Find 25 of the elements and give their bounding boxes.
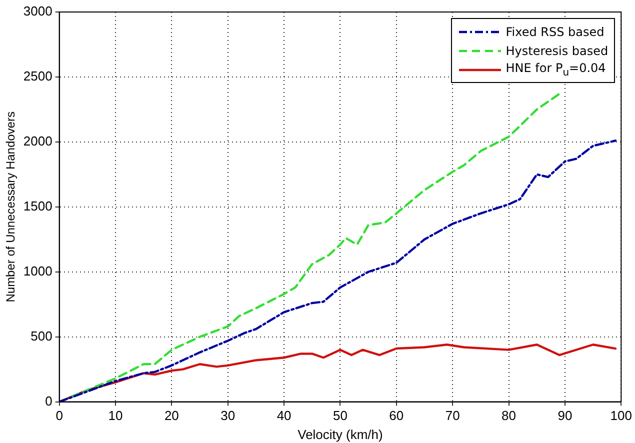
y-tick-label: 1000 xyxy=(23,263,52,278)
legend-label: Hysteresis based xyxy=(506,44,608,58)
line-series xyxy=(59,92,560,402)
y-tick-label: 3000 xyxy=(23,4,52,19)
legend-label: Fixed RSS based xyxy=(506,24,604,38)
line-series xyxy=(59,140,617,402)
x-axis-title: Velocity (km/h) xyxy=(298,426,383,442)
y-axis-title: Number of Unnecessary Handovers xyxy=(4,112,18,302)
x-tick-label: 100 xyxy=(610,408,632,424)
x-tick-label: 0 xyxy=(56,408,63,424)
x-tick-label: 30 xyxy=(220,408,236,424)
legend-label: HNE for P$_{u}$=0.04 xyxy=(506,60,606,78)
x-tick-label: 70 xyxy=(445,408,460,424)
x-tick-label: 10 xyxy=(108,408,123,424)
y-tick-label: 2500 xyxy=(23,68,52,84)
x-tick-label: 50 xyxy=(333,408,348,424)
y-tick-label: 0 xyxy=(45,393,52,408)
y-tick-label: 2000 xyxy=(23,134,52,149)
x-tick-label: 90 xyxy=(558,408,572,424)
y-tick-label: 1500 xyxy=(23,198,52,214)
x-tick-label: 80 xyxy=(502,408,516,424)
x-tick-label: 60 xyxy=(389,408,404,424)
x-tick-label: 40 xyxy=(276,408,292,424)
x-tick-label: 20 xyxy=(164,408,179,424)
y-tick-label: 500 xyxy=(30,328,52,344)
